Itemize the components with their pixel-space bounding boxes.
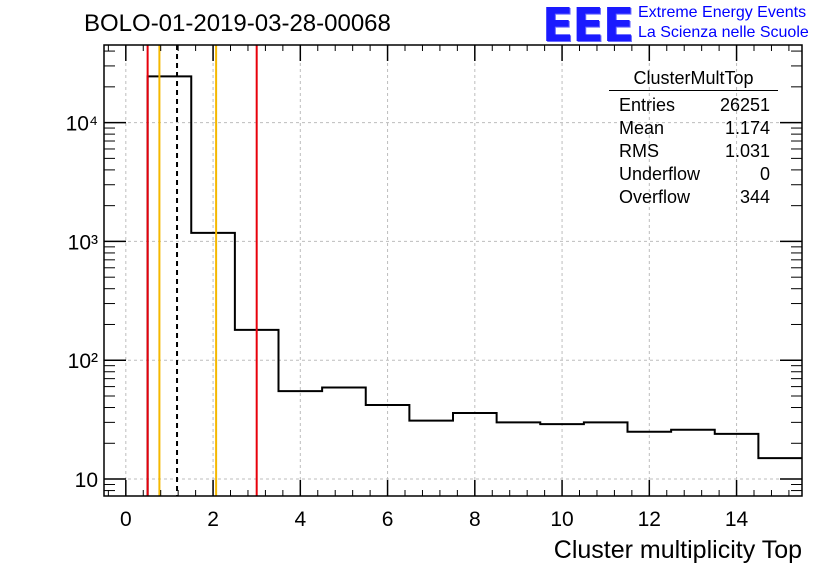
x-axis-label: Cluster multiplicity Top [553, 536, 802, 564]
logo-tagline-2: La Scienza nelle Scuole [638, 24, 809, 41]
tick-labels: 0 2 4 6 8 10 12 14 10 10² 10³ 10⁴ [66, 113, 749, 531]
y-tick-label: 10³ [68, 231, 98, 254]
x-tick-label: 8 [469, 508, 481, 531]
stats-value: 1.174 [724, 118, 770, 138]
x-tick-label: 14 [725, 508, 749, 531]
x-tick-label: 10 [550, 508, 573, 531]
stats-value: 26251 [719, 95, 770, 115]
stats-row-mean: Mean 1.174 [609, 117, 778, 140]
grid-lines [104, 45, 802, 496]
stats-row-entries: Entries 26251 [609, 94, 778, 117]
stats-value: 0 [759, 164, 770, 184]
y-tick-label: 10² [68, 350, 98, 373]
x-tick-label: 0 [120, 508, 132, 531]
histogram-line [146, 75, 802, 496]
stats-label: Entries [619, 95, 676, 115]
stats-value: 344 [739, 187, 770, 207]
marker-lines [146, 45, 258, 496]
x-tick-label: 6 [382, 508, 394, 531]
y-tick-label: 10 [75, 469, 98, 492]
stats-label: Mean [619, 118, 665, 138]
stats-row-rms: RMS 1.031 [609, 140, 778, 163]
x-tick-label: 2 [207, 508, 219, 531]
stats-label: Underflow [619, 164, 701, 184]
axis-ticks [104, 45, 802, 496]
x-tick-label: 12 [638, 508, 661, 531]
stats-header: ClusterMultTop [609, 68, 778, 91]
x-tick-label: 4 [294, 508, 306, 531]
stats-row-underflow: Underflow 0 [609, 163, 778, 186]
logo-tagline-1: Extreme Energy Events [638, 4, 807, 21]
plot-frame [103, 44, 803, 497]
y-tick-label: 10⁴ [66, 113, 98, 136]
stats-value: 1.031 [724, 141, 770, 161]
stats-box: ClusterMultTop Entries 26251 Mean 1.174 … [609, 68, 778, 209]
stats-label: RMS [619, 141, 659, 161]
eee-logo: EEE [542, 0, 634, 52]
stats-label: Overflow [619, 187, 691, 207]
stats-row-overflow: Overflow 344 [609, 186, 778, 209]
chart-title: BOLO-01-2019-03-28-00068 [84, 10, 391, 37]
